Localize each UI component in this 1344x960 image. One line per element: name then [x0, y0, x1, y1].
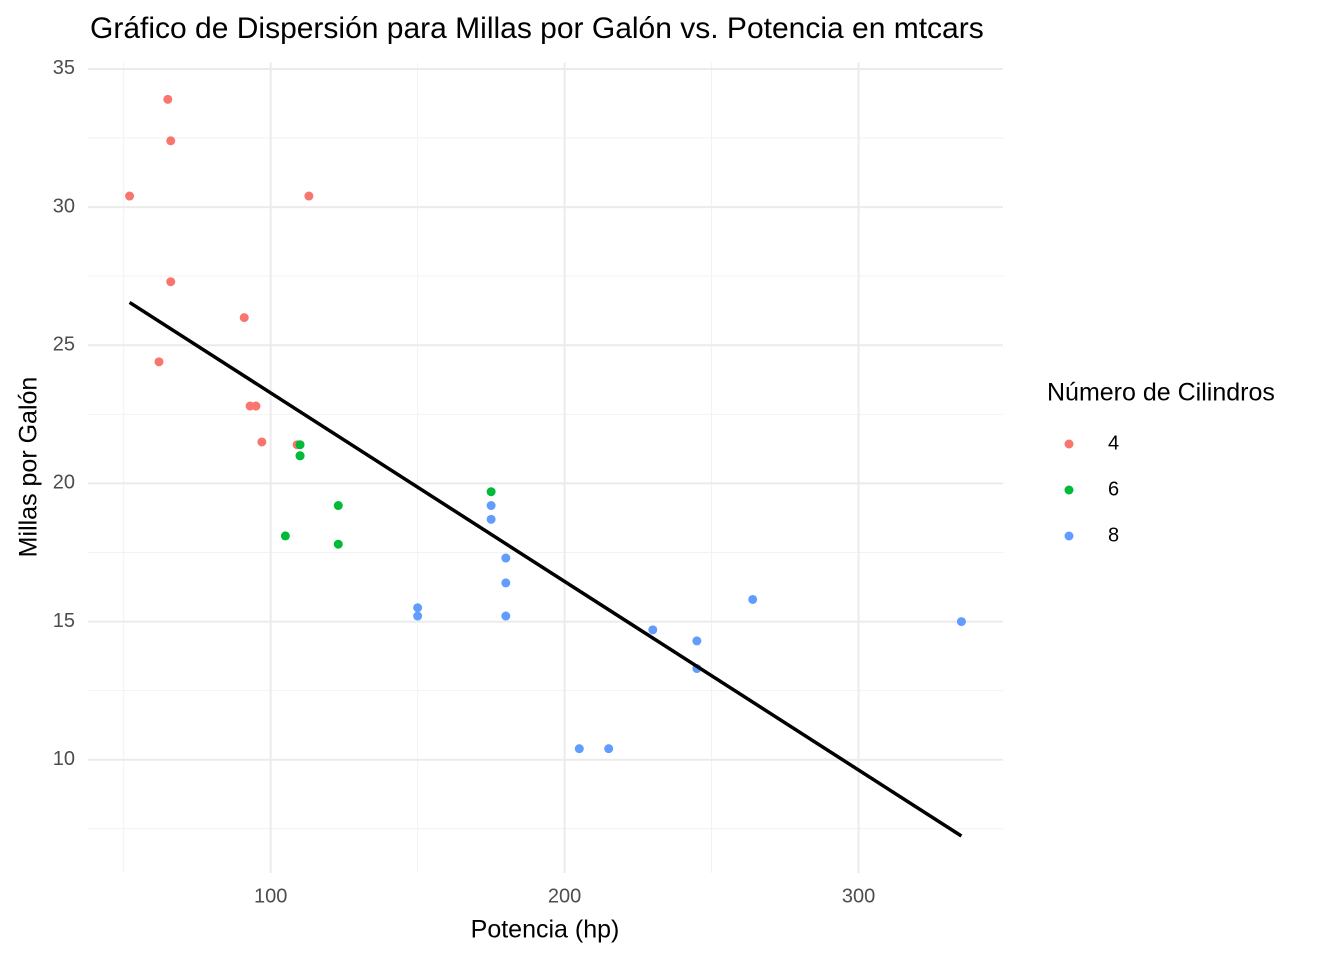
point — [501, 578, 511, 588]
chart-title: Gráfico de Dispersión para Millas por Ga… — [90, 12, 984, 45]
point — [166, 277, 176, 287]
trend-line — [128, 300, 963, 838]
point — [125, 191, 135, 201]
legend-key — [1064, 485, 1074, 495]
y-tick-label: 10 — [53, 748, 75, 770]
x-tick-label: 300 — [842, 885, 875, 907]
point — [574, 744, 584, 754]
point — [251, 401, 261, 411]
point — [501, 553, 511, 563]
y-tick-label: 35 — [53, 57, 75, 79]
point — [154, 357, 164, 367]
legend-label: 6 — [1108, 478, 1119, 500]
point — [486, 487, 496, 497]
point — [239, 313, 249, 323]
point — [257, 437, 267, 447]
y-tick-label: 20 — [53, 472, 75, 494]
y-tick-label: 30 — [53, 195, 75, 217]
legend-key — [1064, 439, 1074, 449]
point — [604, 744, 614, 754]
legend-key — [1064, 531, 1074, 541]
point — [163, 94, 173, 104]
point — [501, 611, 511, 621]
point — [333, 501, 343, 511]
point — [748, 594, 758, 604]
legend-label: 4 — [1108, 432, 1119, 454]
point — [486, 514, 496, 524]
x-tick-label: 200 — [548, 885, 581, 907]
point — [295, 451, 305, 461]
point — [413, 611, 423, 621]
point — [648, 625, 658, 635]
point — [956, 617, 966, 627]
point — [692, 636, 702, 646]
point — [413, 603, 423, 613]
point — [486, 501, 496, 511]
legend-label: 8 — [1108, 524, 1119, 546]
point — [333, 539, 343, 549]
point — [280, 531, 290, 541]
point — [295, 440, 305, 450]
y-tick-label: 25 — [53, 334, 75, 356]
y-tick-label: 15 — [53, 610, 75, 632]
point — [304, 191, 314, 201]
x-tick-label: 100 — [254, 885, 287, 907]
legend-title: Número de Cilindros — [1047, 379, 1275, 407]
y-axis-title: Millas por Galón — [15, 377, 43, 558]
point — [166, 136, 176, 146]
x-axis-title: Potencia (hp) — [471, 916, 620, 944]
